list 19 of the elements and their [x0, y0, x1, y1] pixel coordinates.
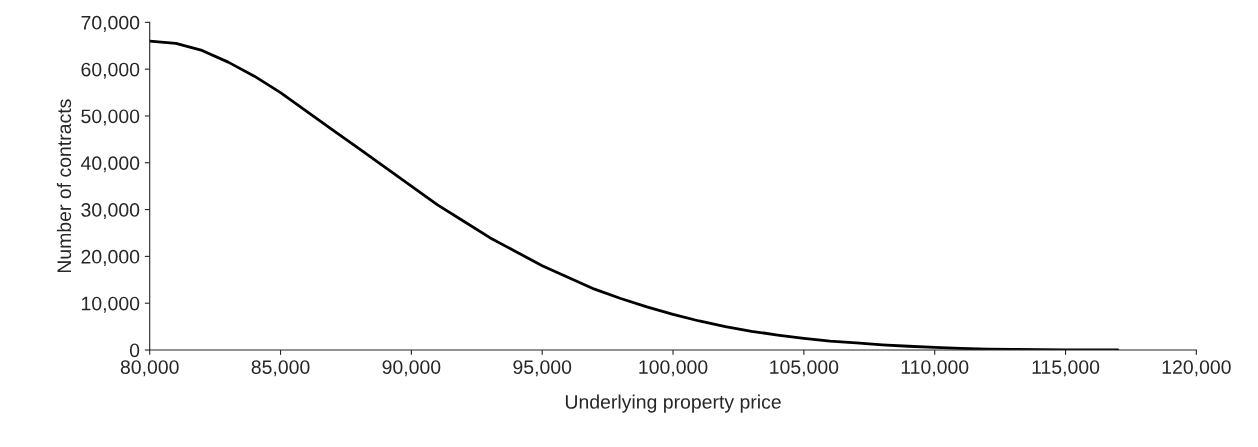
x-tick-label: 80,000 — [120, 360, 179, 377]
y-tick-label: 20,000 — [81, 249, 140, 266]
y-tick-label: 0 — [129, 343, 140, 358]
y-tick-label: 30,000 — [81, 203, 140, 220]
x-tick-label: 110,000 — [901, 360, 969, 377]
x-tick-label: 85,000 — [251, 360, 310, 377]
y-tick-label: 40,000 — [80, 156, 140, 173]
x-tick-label: 115,000 — [1032, 360, 1100, 377]
x-tick-label: 120,000 — [1162, 360, 1231, 377]
y-tick-label: 50,000 — [81, 109, 140, 126]
y-tick-label: 10,000 — [82, 296, 140, 313]
x-axis-title: Underlying property price — [565, 394, 781, 413]
x-tick-label: 90,000 — [382, 360, 441, 377]
x-tick-label: 100,000 — [639, 360, 708, 377]
y-tick-label: 60,000 — [81, 62, 140, 79]
y-tick-label: 70,000 — [81, 15, 140, 32]
x-tick-label: 105,000 — [770, 360, 839, 377]
y-axis-title: Number of contracts — [56, 99, 72, 273]
x-tick-label: 95,000 — [513, 360, 572, 377]
